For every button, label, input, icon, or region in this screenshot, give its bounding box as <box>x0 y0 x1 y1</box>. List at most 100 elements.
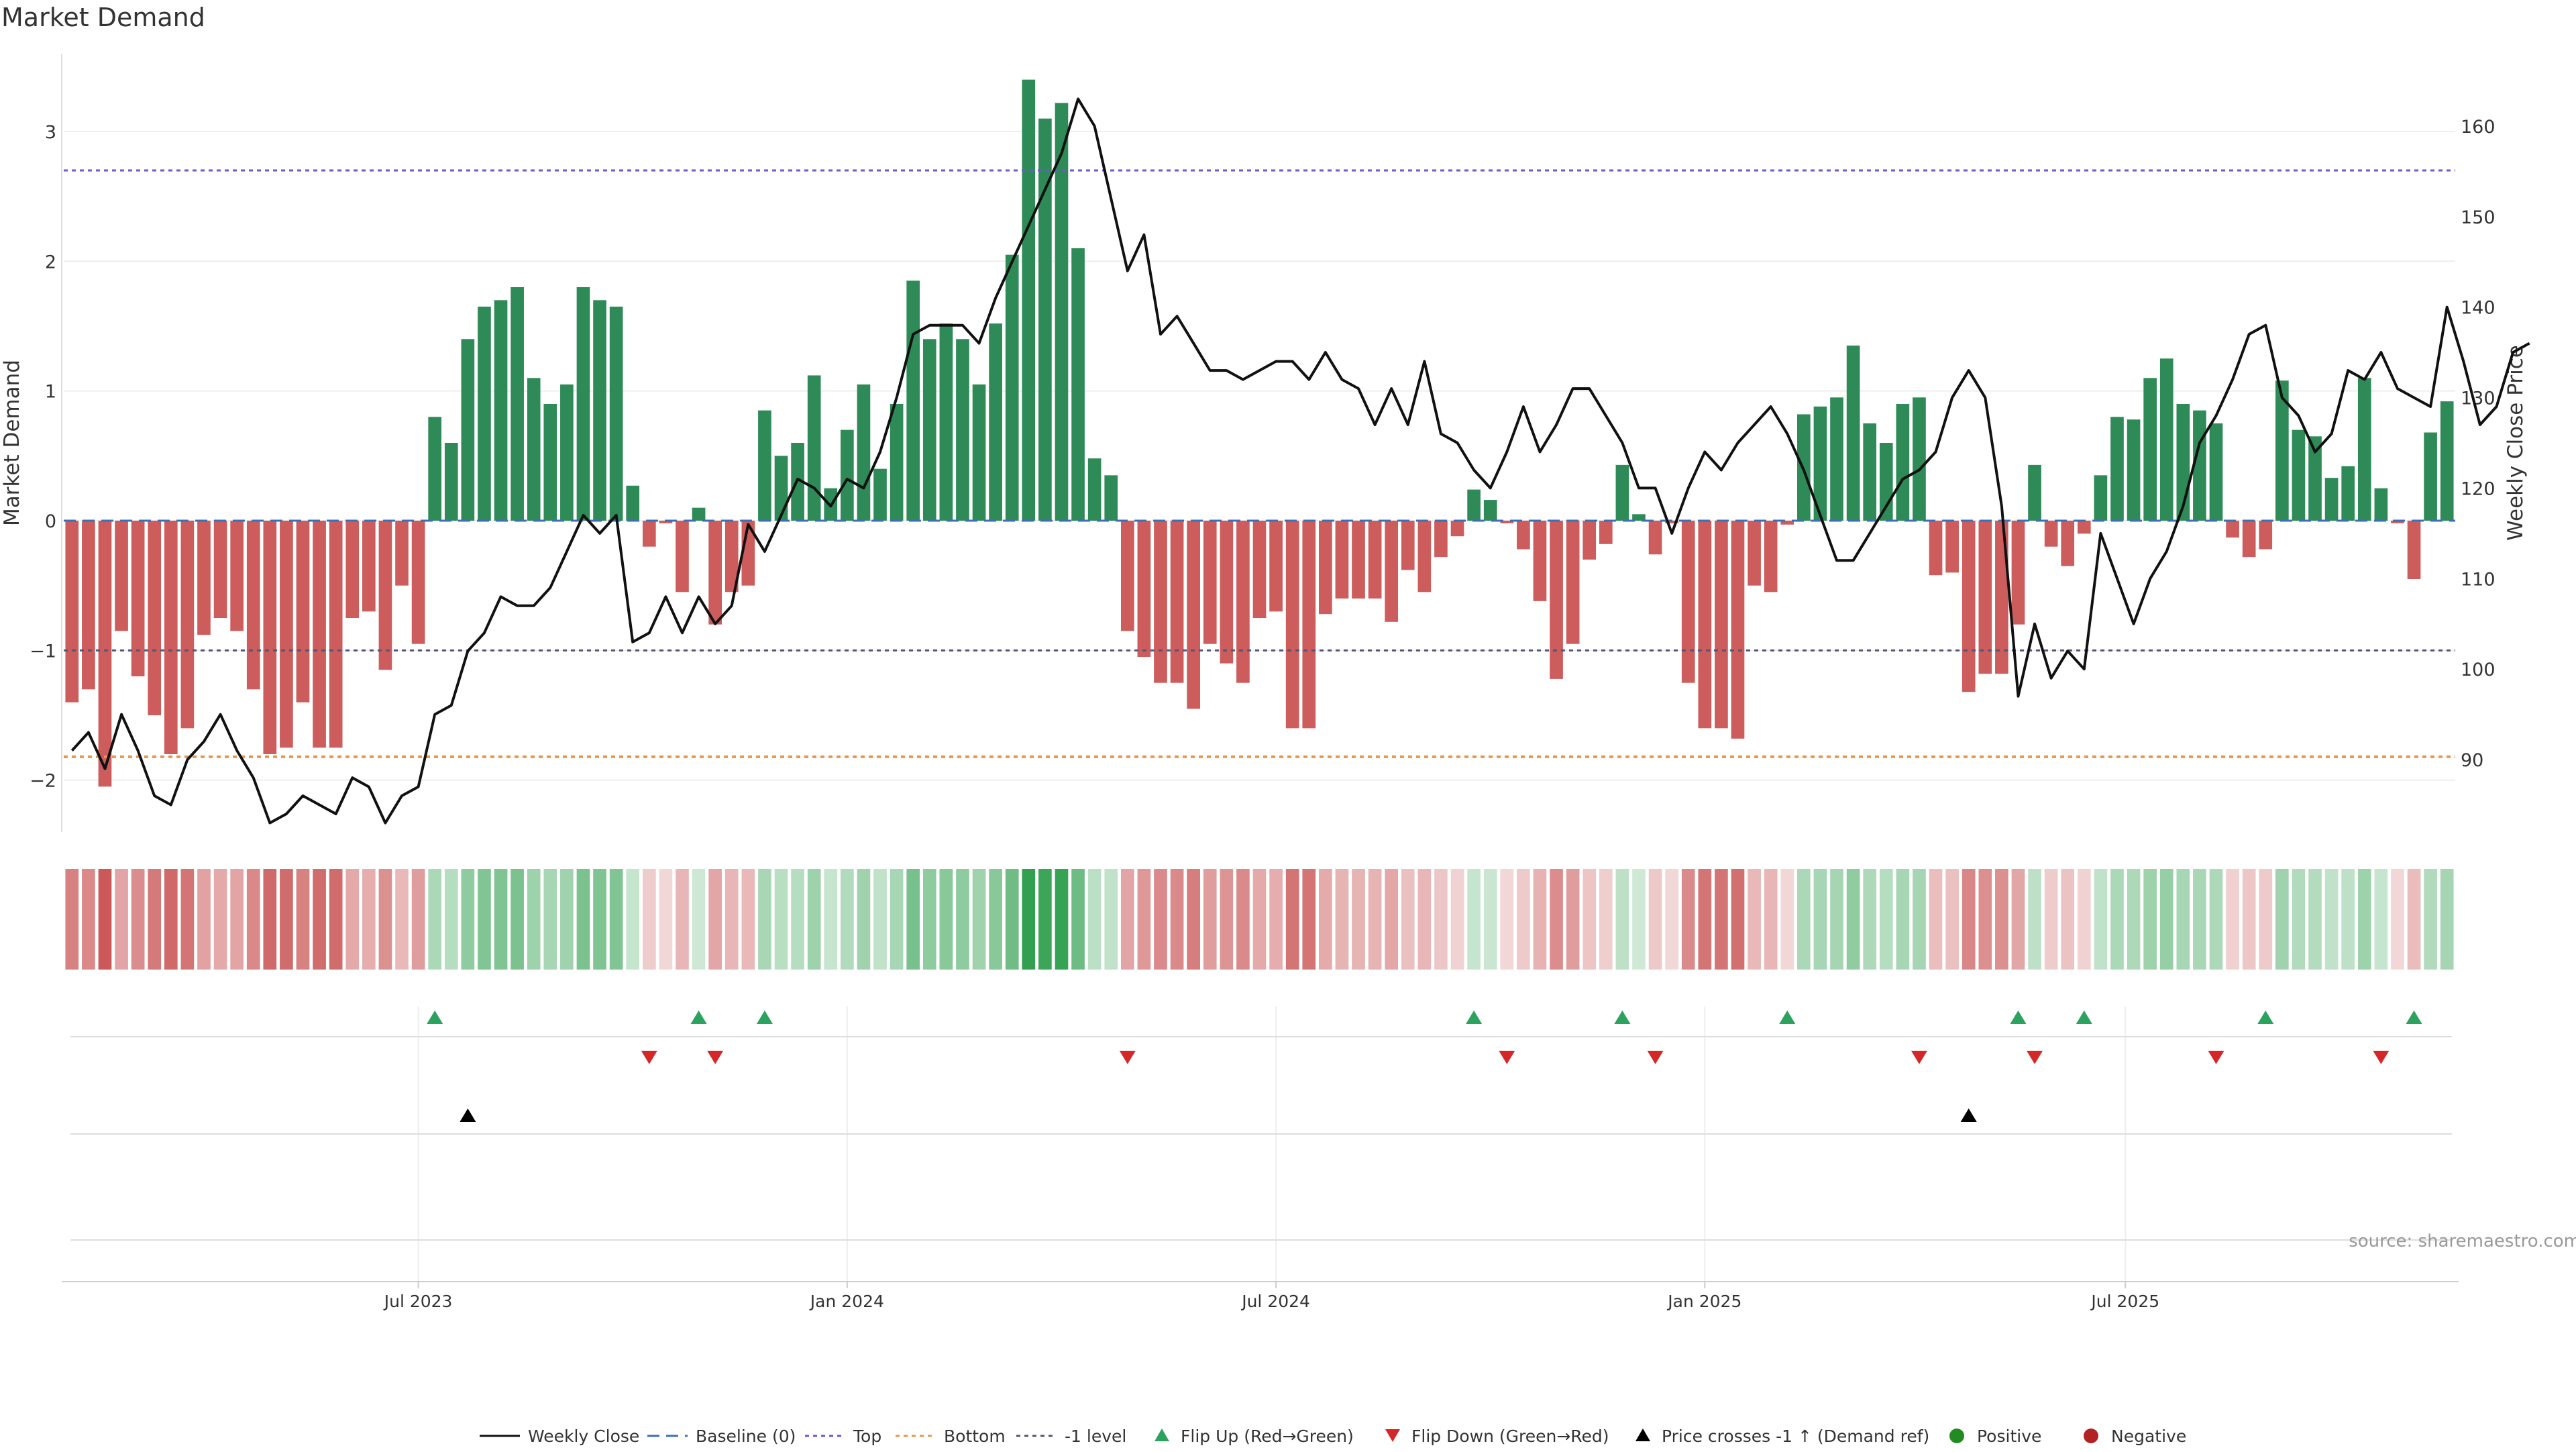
heat-cell <box>1846 869 1860 970</box>
bar-positive <box>774 456 788 521</box>
bar-positive <box>1830 397 1843 521</box>
legend-swatch-up <box>1155 1429 1169 1441</box>
heat-cell <box>956 869 969 970</box>
heat-cell <box>890 869 904 970</box>
heat-cell <box>741 869 755 970</box>
bar-negative <box>1450 521 1464 537</box>
heat-cell <box>131 869 145 970</box>
heat-cell <box>857 869 871 970</box>
bar-negative <box>263 521 277 754</box>
y2-tick-label: 160 <box>2461 117 2496 138</box>
heat-cell <box>115 869 128 970</box>
heat-cell <box>2424 869 2437 970</box>
heat-cell <box>1731 869 1745 970</box>
bar-positive <box>560 384 574 521</box>
bar-negative <box>1170 521 1184 683</box>
heat-cell <box>1913 869 1926 970</box>
legend-label: Price crosses -1 ↑ (Demand ref) <box>1662 1427 1929 1446</box>
heat-cell <box>972 869 986 970</box>
heat-cell <box>708 869 722 970</box>
flip-up-marker <box>1614 1010 1631 1024</box>
x-tick-label: Jul 2024 <box>1240 1292 1310 1311</box>
y2-tick-label: 120 <box>2461 478 2496 499</box>
heat-cell <box>1550 869 1563 970</box>
heat-cell <box>1087 869 1102 970</box>
bar-negative <box>313 521 326 748</box>
bar-positive <box>2028 464 2041 521</box>
heat-cell <box>1335 869 1349 970</box>
bar-negative <box>2077 521 2091 534</box>
bar-negative <box>1434 521 1448 558</box>
heat-cell <box>724 869 739 970</box>
heat-cell <box>626 869 640 970</box>
heat-cell <box>1632 869 1646 970</box>
bar-negative <box>724 521 739 592</box>
price-cross-marker <box>460 1108 476 1122</box>
bar-negative <box>197 521 211 635</box>
heat-cell <box>692 869 706 970</box>
heat-cell <box>609 869 623 970</box>
heat-cell <box>642 869 656 970</box>
bar-positive <box>2341 466 2355 521</box>
bar-negative <box>1269 521 1283 612</box>
heat-cell <box>395 869 409 970</box>
flip-down-marker <box>1911 1051 1927 1064</box>
bar-positive <box>2440 401 2454 521</box>
heat-cell <box>1368 869 1382 970</box>
heat-cell <box>2110 869 2124 970</box>
bar-negative <box>1154 521 1167 683</box>
bar-positive <box>1615 464 1629 521</box>
heat-cell <box>791 869 804 970</box>
heat-cell <box>1533 869 1547 970</box>
heat-cell <box>922 869 936 970</box>
flip-up-marker <box>2406 1010 2422 1024</box>
heat-cell <box>461 869 475 970</box>
bar-negative <box>1302 521 1316 729</box>
bar-negative <box>246 521 260 690</box>
heat-cell <box>2407 869 2421 970</box>
bar-negative <box>1780 521 1794 525</box>
heat-cell <box>1945 869 1959 970</box>
bar-negative <box>1319 521 1332 615</box>
bar-positive <box>890 404 904 521</box>
bar-negative <box>213 521 227 618</box>
heat-cell <box>296 869 310 970</box>
bar-positive <box>2324 478 2339 521</box>
heat-cell <box>2159 869 2174 970</box>
heat-cell <box>1154 869 1167 970</box>
legend-label: Flip Up (Red→Green) <box>1181 1427 1354 1446</box>
x-tick-label: Jul 2025 <box>2090 1292 2159 1311</box>
legend-swatch-up <box>1635 1429 1650 1441</box>
heat-cell <box>2440 869 2454 970</box>
flip-up-marker <box>2257 1010 2274 1024</box>
heat-cell <box>1517 869 1530 970</box>
heat-cell <box>1483 869 1497 970</box>
heat-cell <box>1319 869 1332 970</box>
bar-positive <box>609 307 623 521</box>
bar-negative <box>164 521 178 754</box>
bar-negative <box>1517 521 1530 550</box>
bar-positive <box>2374 488 2388 521</box>
bar-positive <box>1632 514 1646 521</box>
heat-cell <box>774 869 788 970</box>
bar-positive <box>428 417 442 521</box>
flip-down-marker <box>2373 1051 2390 1064</box>
x-tick-label: Jul 2023 <box>383 1292 453 1311</box>
heat-cell <box>1120 869 1134 970</box>
heat-cell <box>2259 869 2273 970</box>
heat-cell <box>1978 869 1992 970</box>
legend-label: Weekly Close <box>528 1427 639 1446</box>
heat-cell <box>1599 869 1613 970</box>
heat-cell <box>1137 869 1151 970</box>
bar-negative <box>180 521 195 729</box>
bar-positive <box>873 468 887 521</box>
heat-cell <box>1269 869 1283 970</box>
bar-negative <box>1582 521 1597 560</box>
heat-cell <box>511 869 524 970</box>
y2-tick-label: 130 <box>2461 388 2496 409</box>
heat-cell <box>2209 869 2223 970</box>
bar-negative <box>2044 521 2058 547</box>
bar-positive <box>972 384 986 521</box>
legend-label: -1 level <box>1065 1427 1126 1446</box>
